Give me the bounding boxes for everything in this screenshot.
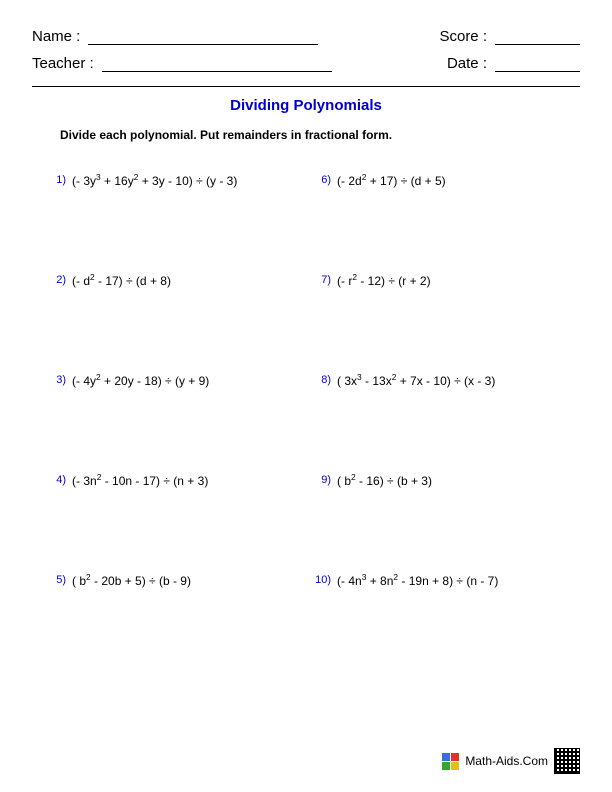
problem-number: 1): [50, 170, 66, 186]
problem-4: 4) (- 3n2 - 10n - 17) ÷ (n + 3): [50, 470, 315, 570]
problem-expression: (- 4n3 + 8n2 - 19n + 8) ÷ (n - 7): [337, 570, 498, 588]
problem-expression: (- 2d2 + 17) ÷ (d + 5): [337, 170, 446, 188]
problem-expression: (- 3n2 - 10n - 17) ÷ (n + 3): [72, 470, 208, 488]
problem-number: 2): [50, 270, 66, 286]
problem-expression: (- 4y2 + 20y - 18) ÷ (y + 9): [72, 370, 209, 388]
problem-expression: (- 3y3 + 16y2 + 3y - 10) ÷ (y - 3): [72, 170, 237, 188]
problem-expression: ( b2 - 20b + 5) ÷ (b - 9): [72, 570, 191, 588]
logo-icon: [442, 753, 459, 770]
logo-q4: [451, 762, 459, 770]
teacher-field: Teacher :: [32, 55, 332, 72]
problem-1: 1) (- 3y3 + 16y2 + 3y - 10) ÷ (y - 3): [50, 170, 315, 270]
page-title: Dividing Polynomials: [32, 97, 580, 114]
problem-8: 8) ( 3x3 - 13x2 + 7x - 10) ÷ (x - 3): [315, 370, 580, 470]
problem-5: 5) ( b2 - 20b + 5) ÷ (b - 9): [50, 570, 315, 670]
problem-6: 6) (- 2d2 + 17) ÷ (d + 5): [315, 170, 580, 270]
header-row-2: Teacher : Date :: [32, 55, 580, 72]
footer: Math-Aids.Com: [442, 748, 580, 774]
problem-number: 6): [315, 170, 331, 186]
qr-icon: [554, 748, 580, 774]
logo-q2: [451, 753, 459, 761]
logo-q3: [442, 762, 450, 770]
problem-expression: ( 3x3 - 13x2 + 7x - 10) ÷ (x - 3): [337, 370, 495, 388]
score-blank[interactable]: [495, 29, 580, 45]
date-field: Date :: [447, 55, 580, 72]
date-label: Date :: [447, 55, 487, 72]
problem-10: 10) (- 4n3 + 8n2 - 19n + 8) ÷ (n - 7): [315, 570, 580, 670]
teacher-blank[interactable]: [102, 56, 332, 72]
problem-number: 10): [315, 570, 331, 586]
name-blank[interactable]: [88, 29, 318, 45]
footer-site: Math-Aids.Com: [465, 754, 548, 768]
problem-number: 4): [50, 470, 66, 486]
score-label: Score :: [439, 28, 487, 45]
problem-expression: (- r2 - 12) ÷ (r + 2): [337, 270, 431, 288]
problem-number: 5): [50, 570, 66, 586]
problem-9: 9) ( b2 - 16) ÷ (b + 3): [315, 470, 580, 570]
date-blank[interactable]: [495, 56, 580, 72]
problem-expression: (- d2 - 17) ÷ (d + 8): [72, 270, 171, 288]
header-row-1: Name : Score :: [32, 28, 580, 45]
problem-number: 8): [315, 370, 331, 386]
name-label: Name :: [32, 28, 80, 45]
problem-2: 2) (- d2 - 17) ÷ (d + 8): [50, 270, 315, 370]
problem-number: 3): [50, 370, 66, 386]
teacher-label: Teacher :: [32, 55, 94, 72]
problem-number: 7): [315, 270, 331, 286]
score-field: Score :: [439, 28, 580, 45]
logo-q1: [442, 753, 450, 761]
name-field: Name :: [32, 28, 318, 45]
problems-grid: 1) (- 3y3 + 16y2 + 3y - 10) ÷ (y - 3) 6)…: [32, 170, 580, 670]
problem-3: 3) (- 4y2 + 20y - 18) ÷ (y + 9): [50, 370, 315, 470]
problem-7: 7) (- r2 - 12) ÷ (r + 2): [315, 270, 580, 370]
instruction-text: Divide each polynomial. Put remainders i…: [60, 128, 580, 142]
problem-expression: ( b2 - 16) ÷ (b + 3): [337, 470, 432, 488]
problem-number: 9): [315, 470, 331, 486]
horizontal-rule: [32, 86, 580, 87]
